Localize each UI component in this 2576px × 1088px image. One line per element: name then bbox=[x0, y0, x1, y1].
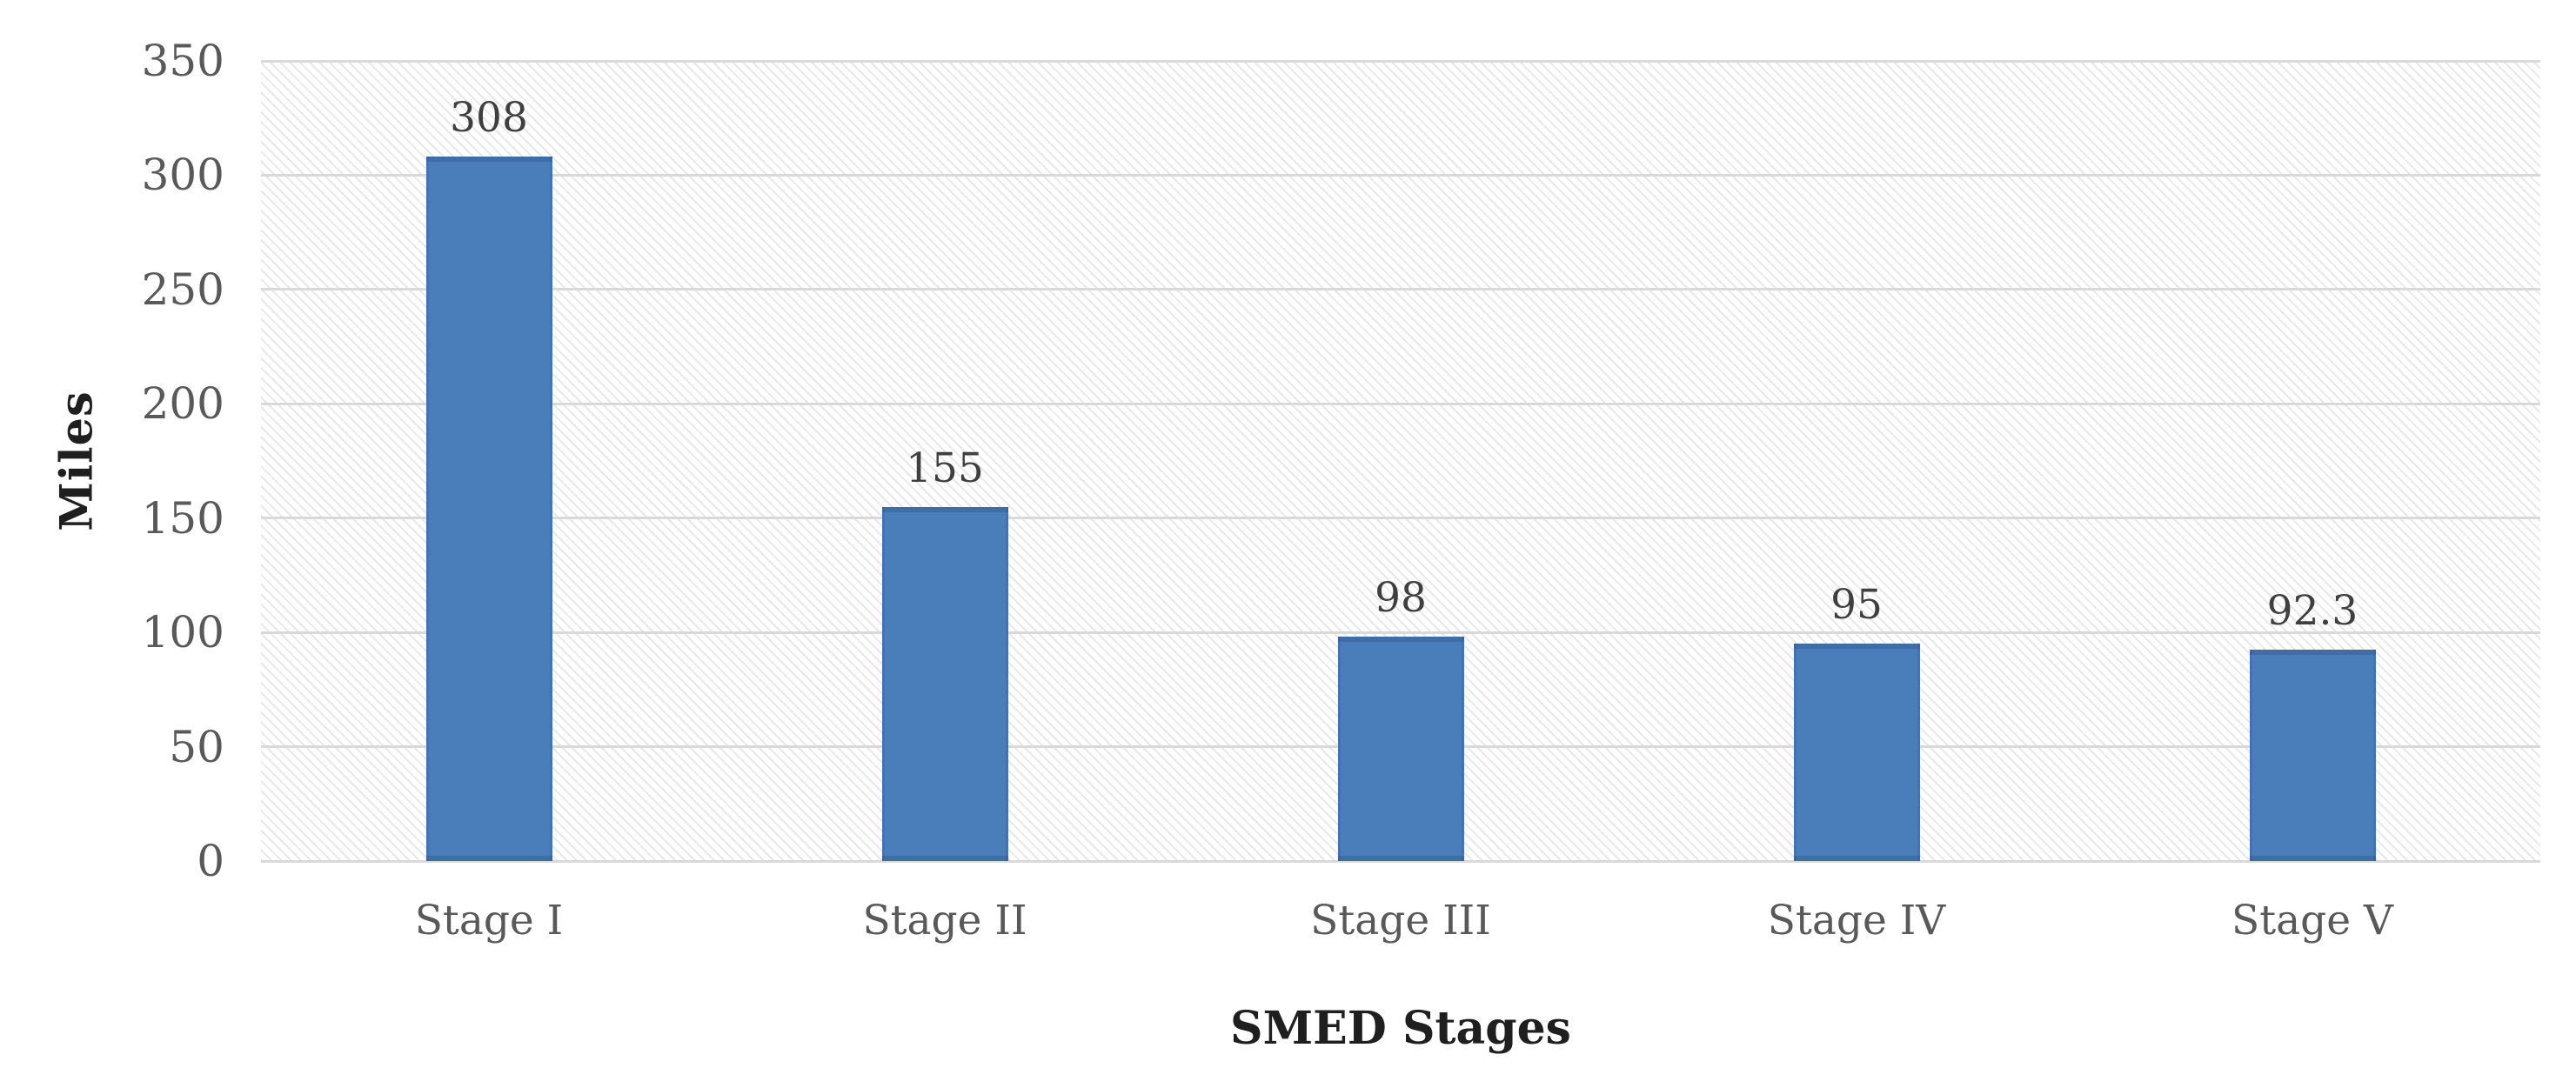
x-tick-label: Stage IV bbox=[1767, 897, 1946, 944]
gridline bbox=[261, 59, 2540, 63]
x-axis-tick-labels: Stage I Stage II Stage III Stage IV Stage V bbox=[261, 896, 2540, 946]
y-tick-label: 350 bbox=[141, 36, 224, 86]
bar: 92.3 bbox=[2249, 587, 2376, 861]
x-tick-label: Stage II bbox=[862, 897, 1027, 944]
bar-slot: 155 bbox=[717, 61, 1173, 861]
bar: 308 bbox=[425, 94, 552, 861]
y-tick-label: 100 bbox=[141, 607, 224, 658]
bar-value-label: 98 bbox=[1375, 574, 1427, 623]
plot-area: 308 155 98 95 92.3 bbox=[261, 59, 2540, 863]
bars-layer: 308 155 98 95 92.3 bbox=[261, 61, 2540, 861]
y-tick-label: 200 bbox=[141, 378, 224, 430]
gridline bbox=[261, 517, 2540, 520]
x-axis-title: SMED Stages bbox=[1230, 1002, 1571, 1055]
bar-slot: 92.3 bbox=[2084, 61, 2540, 861]
x-tick-label: Stage V bbox=[2231, 897, 2393, 944]
y-tick-label: 250 bbox=[141, 264, 224, 315]
gridline bbox=[261, 859, 2540, 863]
bar: 95 bbox=[1793, 581, 1920, 861]
bar-value-label: 95 bbox=[1830, 581, 1883, 630]
bar-slot: 95 bbox=[1629, 61, 2084, 861]
y-axis-tick-labels: 0 50 100 150 200 250 300 350 bbox=[0, 36, 224, 886]
y-tick-label: 150 bbox=[141, 492, 224, 544]
bar-slot: 308 bbox=[261, 61, 717, 861]
y-tick-label: 300 bbox=[141, 150, 224, 201]
bar: 98 bbox=[1337, 574, 1464, 861]
bar-value-label: 92.3 bbox=[2266, 587, 2359, 636]
y-tick-label: 0 bbox=[197, 836, 224, 886]
bar-value-label: 308 bbox=[450, 94, 528, 143]
x-tick-label: Stage III bbox=[1310, 897, 1491, 944]
gridline bbox=[261, 288, 2540, 291]
bar-slot: 98 bbox=[1173, 61, 1629, 861]
gridline bbox=[261, 631, 2540, 634]
bar-value-label: 155 bbox=[906, 444, 984, 492]
gridline bbox=[261, 402, 2540, 405]
y-tick-label: 50 bbox=[169, 721, 224, 772]
gridline bbox=[261, 173, 2540, 177]
bar: 155 bbox=[881, 444, 1008, 861]
x-tick-label: Stage I bbox=[414, 897, 564, 944]
